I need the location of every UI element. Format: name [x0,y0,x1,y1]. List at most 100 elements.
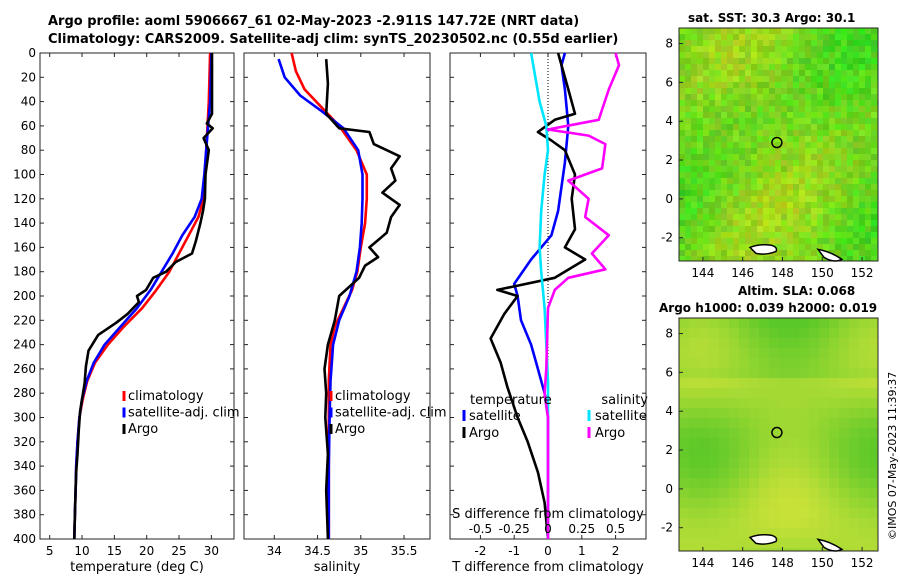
legend-temperature-header: temperature [470,393,552,408]
y-tick-label: 400 [13,532,36,546]
coastline-new-britain [748,244,778,255]
y-tick-label: 280 [13,386,36,400]
x-tick-label: 148 [771,266,794,280]
x-tick-label: 2 [612,544,620,558]
argo-location-marker [771,426,783,439]
top-tick-label: 0.25 [568,522,595,536]
x-tick-label: 150 [811,556,834,570]
y-tick-label: 320 [13,435,36,449]
x-tick-label: 0 [544,544,552,558]
top-tick-label: 0 [544,522,552,536]
y-tick-label: 340 [13,459,36,473]
y-tick-label: 140 [13,216,36,230]
x-tick-label: 35.5 [391,544,418,558]
sst-map-title: sat. SST: 30.3 Argo: 30.1 [688,11,856,25]
series-line-t-argo [489,52,587,540]
y-tick-label: 160 [13,240,36,254]
x-tick-label: 150 [811,266,834,280]
sla_map-axes-box [678,317,879,552]
x-tick-label: 144 [691,266,714,280]
y-tick-label: 360 [13,483,36,497]
x-tick-label: 30 [204,544,219,558]
temperature-xlabel: temperature (deg C) [70,560,204,575]
y-tick-label: 200 [13,289,36,303]
top-tick-label: 0.5 [606,522,625,536]
y-tick-label: 4 [665,404,673,418]
legend-salinity-header: salinity [601,393,648,408]
x-tick-label: 148 [771,556,794,570]
series-line-t-satellite [512,52,570,539]
x-tick-label: 25 [171,544,186,558]
coastline-new-ireland [816,248,844,262]
legend-label: climatology [128,389,204,404]
x-tick-label: -1 [508,544,520,558]
x-tick-label: -2 [474,544,486,558]
y-tick-label: 180 [13,265,36,279]
y-tick-label: 240 [13,338,36,352]
series-line-s-argo [543,52,621,539]
legend-label: climatology [335,389,411,404]
x-tick-label: 20 [139,544,154,558]
series-line-satellite-adj-clim [277,58,364,539]
x-tick-label: 10 [74,544,89,558]
legend-label: satellite [469,409,521,424]
x-tick-label: 146 [731,556,754,570]
salinity-axes-box [243,52,431,540]
x-tick-label: 35 [353,544,368,558]
y-tick-label: 8 [665,327,673,341]
legend-label: Argo [335,422,365,437]
legend-label: Argo [595,426,625,441]
y-tick-label: 60 [21,119,36,133]
salinity-xlabel: salinity [314,560,361,575]
x-tick-label: 152 [851,556,874,570]
y-tick-label: 220 [13,313,36,327]
difference-xlabel: T difference from climatology [451,560,644,575]
series-line-argo [323,59,402,540]
x-tick-label: 144 [691,556,714,570]
legend-label: Argo [469,426,499,441]
y-tick-label: 300 [13,411,36,425]
sla-map-subtitle: Argo h1000: 0.039 h2000: 0.019 [659,301,878,315]
x-tick-label: 34.5 [304,544,331,558]
legend-label: Argo [128,422,158,437]
x-tick-label: 34 [267,544,282,558]
y-tick-label: 6 [665,365,673,379]
y-tick-label: 40 [21,95,36,109]
x-tick-label: 5 [46,544,54,558]
sst_map-axes-box [678,27,879,262]
y-tick-label: 0 [28,46,36,60]
y-tick-label: 380 [13,508,36,522]
sla_map-heatmap [679,318,878,551]
series-line-s-satellite [529,52,550,539]
y-tick-label: 20 [21,70,36,84]
argo-location-marker [771,136,783,149]
y-tick-label: 4 [665,114,673,128]
y-tick-label: -2 [661,231,673,245]
y-tick-label: 6 [665,75,673,89]
x-tick-label: 152 [851,266,874,280]
coastline-new-ireland [816,538,844,552]
climatology-title: Climatology: CARS2009. Satellite-adj cli… [48,32,619,47]
y-tick-label: 100 [13,168,36,182]
sst_map-heatmap [679,28,878,261]
coastline-new-britain [748,534,778,545]
y-tick-label: 260 [13,362,36,376]
x-tick-label: 15 [107,544,122,558]
x-tick-label: 1 [578,544,586,558]
legend-label: satellite-adj. clim [128,406,240,421]
y-tick-label: 0 [665,192,673,206]
x-tick-label: 146 [731,266,754,280]
copyright-label: ©IMOS 07-May-2023 11:39:37 [886,371,899,540]
y-tick-label: 80 [21,143,36,157]
series-line-argo [73,53,214,540]
legend-label: satellite [595,409,647,424]
profile-title: Argo profile: aoml 5906667_61 02-May-202… [48,14,580,29]
y-tick-label: 8 [665,37,673,51]
y-tick-label: -2 [661,521,673,535]
y-tick-label: 2 [665,443,673,457]
sla-map-title: Altim. SLA: 0.068 [738,284,856,298]
top-tick-label: -0.25 [499,522,530,536]
y-tick-label: 120 [13,192,36,206]
top-axis-label: S difference from climatology [452,507,644,522]
